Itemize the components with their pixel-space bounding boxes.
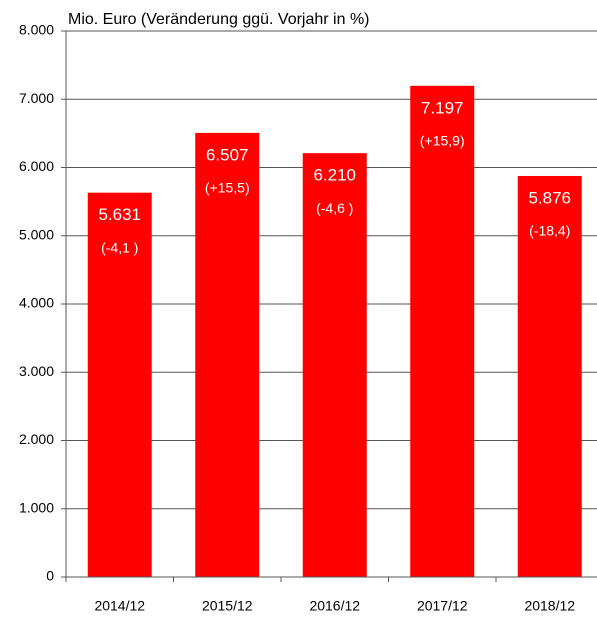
value-label: 6.210: [313, 166, 356, 185]
y-tick-label: 0: [46, 568, 54, 584]
change-label: (-4,6 ): [316, 200, 353, 216]
change-label: (-18,4): [529, 223, 570, 239]
x-tick-label: 2015/12: [202, 598, 253, 614]
y-tick-label: 4.000: [19, 295, 54, 311]
value-label: 5.876: [528, 188, 571, 207]
change-label: (-4,1 ): [101, 239, 138, 255]
y-tick-label: 8.000: [19, 22, 54, 38]
y-tick-label: 1.000: [19, 499, 54, 515]
change-label: (+15,9): [420, 133, 465, 149]
y-tick-label: 3.000: [19, 363, 54, 379]
value-label: 6.507: [206, 145, 249, 164]
bar: [87, 192, 152, 577]
x-tick-label: 2016/12: [309, 598, 360, 614]
value-label: 5.631: [98, 205, 141, 224]
bar: [410, 85, 475, 577]
x-tick-label: 2018/12: [524, 598, 575, 614]
change-label: (+15,5): [205, 180, 250, 196]
value-label: 7.197: [421, 98, 464, 117]
y-tick-label: 5.000: [19, 226, 54, 242]
bar: [195, 132, 260, 577]
bar: [302, 153, 367, 578]
y-tick-label: 6.000: [19, 158, 54, 174]
x-tick-label: 2014/12: [94, 598, 145, 614]
chart-title: Mio. Euro (Veränderung ggü. Vorjahr in %…: [68, 11, 370, 28]
y-tick-label: 7.000: [19, 90, 54, 106]
x-tick-label: 2017/12: [417, 598, 468, 614]
bar: [517, 175, 582, 577]
y-tick-label: 2.000: [19, 431, 54, 447]
